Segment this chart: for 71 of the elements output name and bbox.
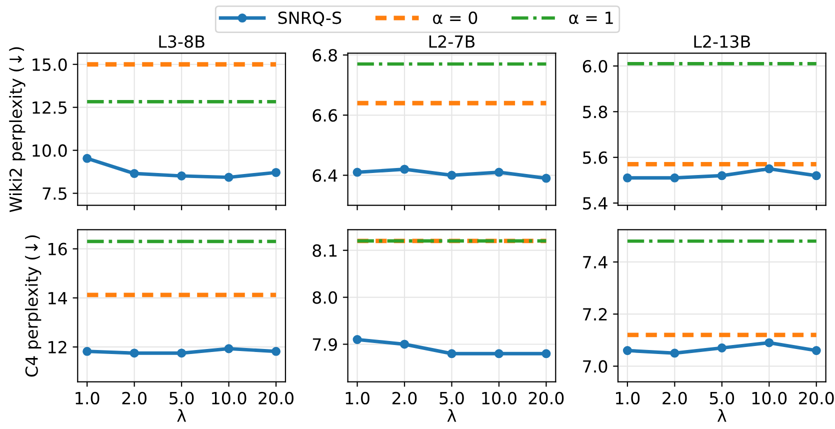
x-tick-label: 5.0 [440, 392, 464, 404]
point [130, 169, 139, 178]
x-tick-label: 2.0 [392, 392, 417, 404]
point [494, 349, 504, 358]
point [352, 168, 362, 177]
x-tick-label: 20.0 [799, 392, 834, 404]
y-tick-label: 6.8 [312, 48, 337, 62]
y-tick-label: 12 [48, 340, 66, 354]
point [812, 171, 821, 180]
point [717, 343, 726, 352]
point [717, 171, 726, 180]
y-tick-label: 16 [48, 242, 67, 256]
y-tick-label: 12.5 [32, 101, 66, 114]
point [447, 170, 456, 180]
x-tick-label: 10.0 [212, 392, 246, 404]
y-tick-label: 7.9 [312, 338, 337, 351]
y-tick-label: 7.0 [583, 360, 608, 373]
x-tick-label: 5.0 [170, 392, 194, 404]
point [764, 338, 774, 348]
y-tick-label: 8.0 [312, 291, 337, 304]
x-axis-title: λ [177, 409, 186, 422]
point [622, 173, 632, 182]
x-tick-label: 10.0 [482, 392, 516, 404]
point [447, 349, 456, 358]
y-tick-label: 7.2 [583, 308, 607, 320]
x-tick-label: 20.0 [258, 392, 294, 404]
legend-label: α = 0 [433, 11, 478, 24]
point [764, 164, 774, 174]
x-tick-label: 20.0 [528, 392, 564, 404]
x-axis-title: λ [447, 409, 456, 422]
point [400, 164, 410, 174]
y-axis-title: C4 perplexity (↓) [25, 235, 42, 377]
point [670, 173, 680, 182]
point [352, 335, 362, 344]
y-tick-label: 5.8 [583, 106, 608, 118]
y-tick-label: 6.0 [582, 60, 608, 73]
y-tick-label: 6.4 [312, 169, 338, 182]
x-tick-label: 1.0 [76, 392, 100, 404]
point [177, 171, 186, 180]
x-tick-label: 1.0 [616, 392, 640, 404]
y-tick-label: 5.4 [583, 197, 608, 210]
x-tick-label: 1.0 [346, 392, 370, 404]
point [812, 346, 821, 356]
x-axis-title: λ [717, 409, 726, 422]
y-tick-label: 14 [48, 292, 67, 304]
chart-title: L3-8B [159, 35, 204, 48]
y-tick-label: 10.0 [32, 144, 67, 157]
y-tick-label: 7.5 [42, 187, 66, 200]
point [542, 349, 551, 358]
x-tick-label: 5.0 [710, 392, 734, 404]
point [542, 174, 551, 183]
point [670, 348, 680, 358]
y-tick-label: 6.6 [312, 109, 338, 122]
y-axis-title: Wiki2 perplexity (↓) [9, 47, 26, 212]
y-tick-label: 15.0 [32, 58, 67, 71]
legend-label: SNRQ-S [278, 11, 342, 26]
chart-title: L2-13B [694, 35, 750, 48]
point [400, 340, 410, 349]
x-tick-label: 2.0 [122, 392, 146, 404]
point [82, 154, 92, 163]
point [272, 168, 281, 178]
y-tick-label: 7.4 [583, 256, 608, 268]
y-tick-label: 8.1 [312, 244, 337, 257]
point [622, 346, 632, 356]
chart-title: L2-7B [429, 35, 475, 48]
x-tick-label: 2.0 [662, 392, 687, 404]
point [494, 168, 504, 177]
y-tick-label: 5.6 [583, 151, 608, 164]
x-tick-label: 10.0 [752, 392, 787, 404]
legend-label: α = 1 [569, 12, 613, 24]
point [224, 172, 234, 182]
